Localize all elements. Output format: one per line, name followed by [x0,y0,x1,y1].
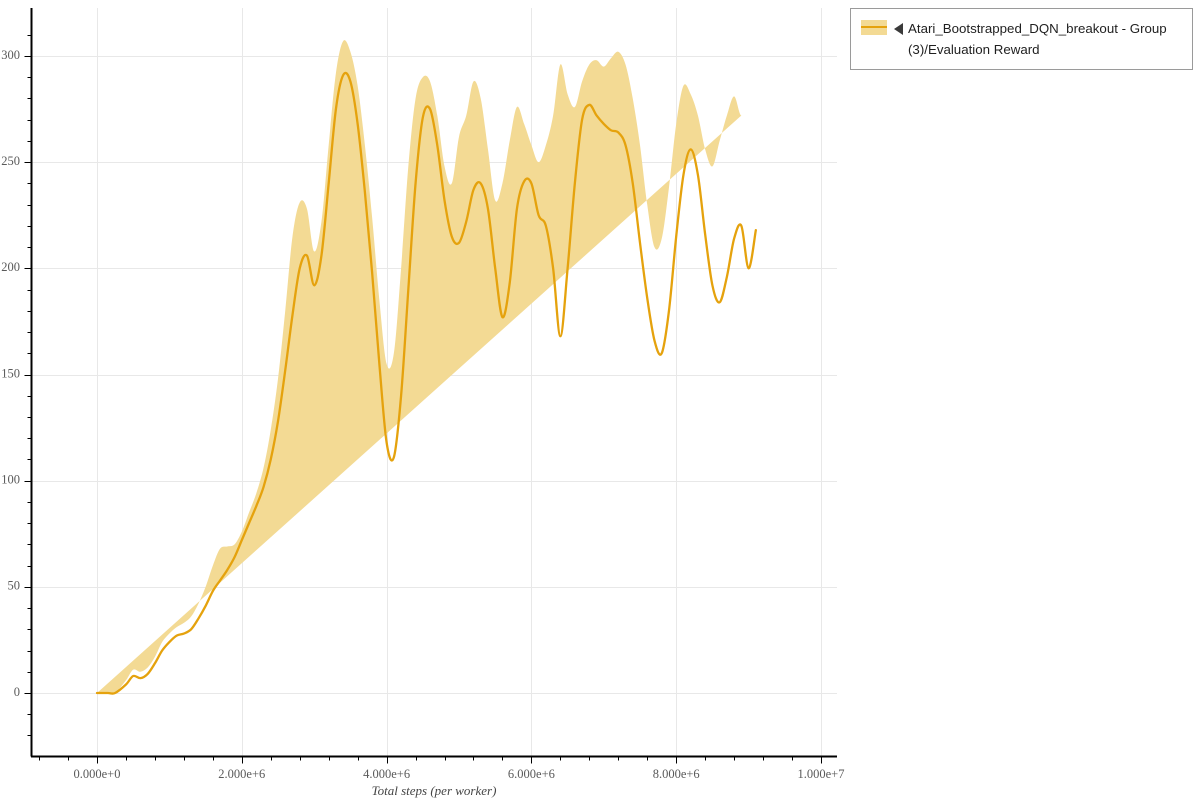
y-tick-label: 200 [1,260,20,274]
series-0-line [95,71,757,695]
x-axis-title: Total steps (per worker) [372,783,497,798]
x-tick-label: 1.000e+7 [798,767,845,781]
y-tick-label: 250 [1,154,20,168]
y-tick-label: 50 [8,579,21,593]
axes [24,8,837,764]
chart-legend[interactable]: Atari_Bootstrapped_DQN_breakout - Group(… [850,8,1193,70]
x-tick-label: 4.000e+6 [363,767,410,781]
y-tick-label: 300 [1,48,20,62]
y-tick-label: 100 [1,473,20,487]
y-tick-label: 0 [14,685,20,699]
left-triangle-icon [894,23,903,35]
x-tick-label: 8.000e+6 [653,767,700,781]
y-tick-label: 150 [1,366,20,380]
series-0-range-band [97,40,742,694]
legend-color-swatch-icon [861,20,887,35]
x-tick-label: 0.000e+0 [74,767,121,781]
data-line [95,71,757,695]
confidence-band [97,40,742,694]
x-tick-label: 2.000e+6 [218,767,265,781]
x-tick-label: 6.000e+6 [508,767,555,781]
legend-entry-label: Atari_Bootstrapped_DQN_breakout - Group(… [908,21,1167,57]
tick-labels: 0 50 100 150 200 250 300 0.000e+0 2.000e+6 4.000e… [1,48,844,781]
legend-line-swatch [861,26,887,29]
